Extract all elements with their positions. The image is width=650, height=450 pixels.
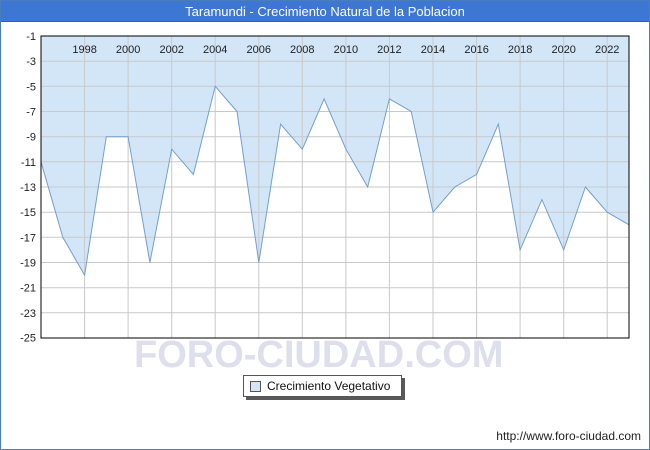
- svg-text:2012: 2012: [377, 44, 401, 56]
- svg-text:-17: -17: [20, 232, 36, 244]
- svg-text:2016: 2016: [464, 44, 488, 56]
- svg-text:-19: -19: [20, 258, 36, 270]
- svg-text:2004: 2004: [203, 44, 227, 56]
- svg-text:-21: -21: [20, 283, 36, 295]
- svg-text:-13: -13: [20, 182, 36, 194]
- svg-text:2002: 2002: [159, 44, 183, 56]
- svg-text:-15: -15: [20, 207, 36, 219]
- svg-text:2010: 2010: [334, 44, 358, 56]
- svg-text:2014: 2014: [421, 44, 445, 56]
- svg-text:-1: -1: [26, 31, 36, 43]
- svg-text:2018: 2018: [508, 44, 532, 56]
- svg-text:-23: -23: [20, 308, 36, 320]
- svg-text:-11: -11: [21, 157, 36, 169]
- svg-text:-3: -3: [26, 56, 36, 68]
- svg-text:2008: 2008: [290, 44, 314, 56]
- svg-text:2000: 2000: [116, 44, 140, 56]
- svg-text:2006: 2006: [247, 44, 271, 56]
- svg-text:-5: -5: [26, 81, 36, 93]
- svg-text:2022: 2022: [595, 44, 619, 56]
- svg-text:-25: -25: [20, 333, 36, 345]
- svg-text:-7: -7: [26, 107, 36, 119]
- svg-text:1998: 1998: [72, 44, 96, 56]
- svg-text:-9: -9: [26, 132, 36, 144]
- svg-text:2020: 2020: [551, 44, 575, 56]
